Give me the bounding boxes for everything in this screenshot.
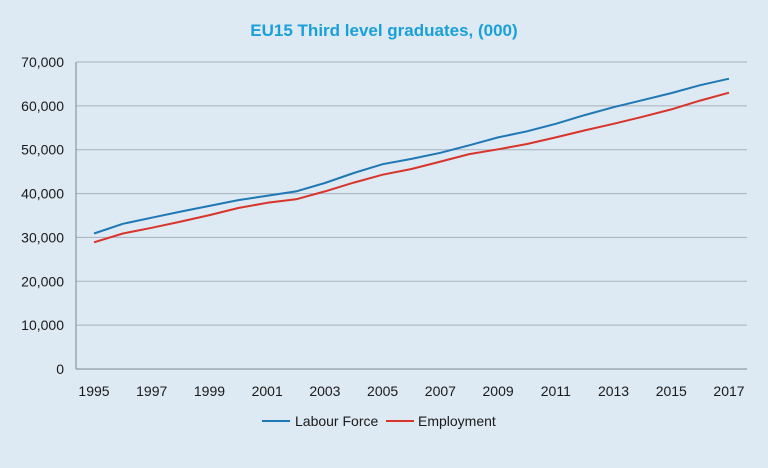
x-tick-label: 2013 [598, 383, 629, 399]
x-tick-label: 1995 [78, 383, 109, 399]
series-lines [93, 77, 730, 244]
x-axis: 1995 1997 1999 2001 2003 2005 2007 2009 2011 2013… [75, 62, 747, 399]
y-tick-label: 70,000 [21, 54, 64, 70]
x-tick-label: 2005 [367, 383, 398, 399]
x-tick-label: 2015 [656, 383, 687, 399]
x-tick-label: 2007 [425, 383, 456, 399]
x-tick-label: 1999 [194, 383, 225, 399]
legend-label-labour-force: Labour Force [295, 413, 378, 429]
y-axis-ticks: 0 10,000 20,000 30,000 40,000 50,000 60,000 70,… [21, 54, 64, 377]
series-line-labour-force [93, 77, 730, 235]
y-tick-label: 30,000 [21, 229, 64, 245]
y-tick-label: 40,000 [21, 186, 64, 202]
legend-label-employment: Employment [418, 413, 496, 429]
x-tick-label: 2009 [483, 383, 514, 399]
grid-lines [76, 61, 747, 326]
y-tick-label: 20,000 [21, 273, 64, 289]
y-tick-label: 10,000 [21, 317, 64, 333]
x-tick-label: 1997 [136, 383, 167, 399]
x-tick-label: 2001 [252, 383, 283, 399]
y-tick-label: 50,000 [21, 142, 64, 158]
x-tick-label: 2011 [541, 383, 571, 399]
x-tick-label: 2003 [309, 383, 340, 399]
chart-title: EU15 Third level graduates, (000) [250, 21, 517, 40]
x-tick-label: 2017 [713, 383, 744, 399]
y-tick-label: 60,000 [21, 98, 64, 114]
legend: Labour Force Employment [262, 413, 496, 429]
series-line-employment [93, 91, 730, 244]
y-tick-label: 0 [56, 361, 64, 377]
